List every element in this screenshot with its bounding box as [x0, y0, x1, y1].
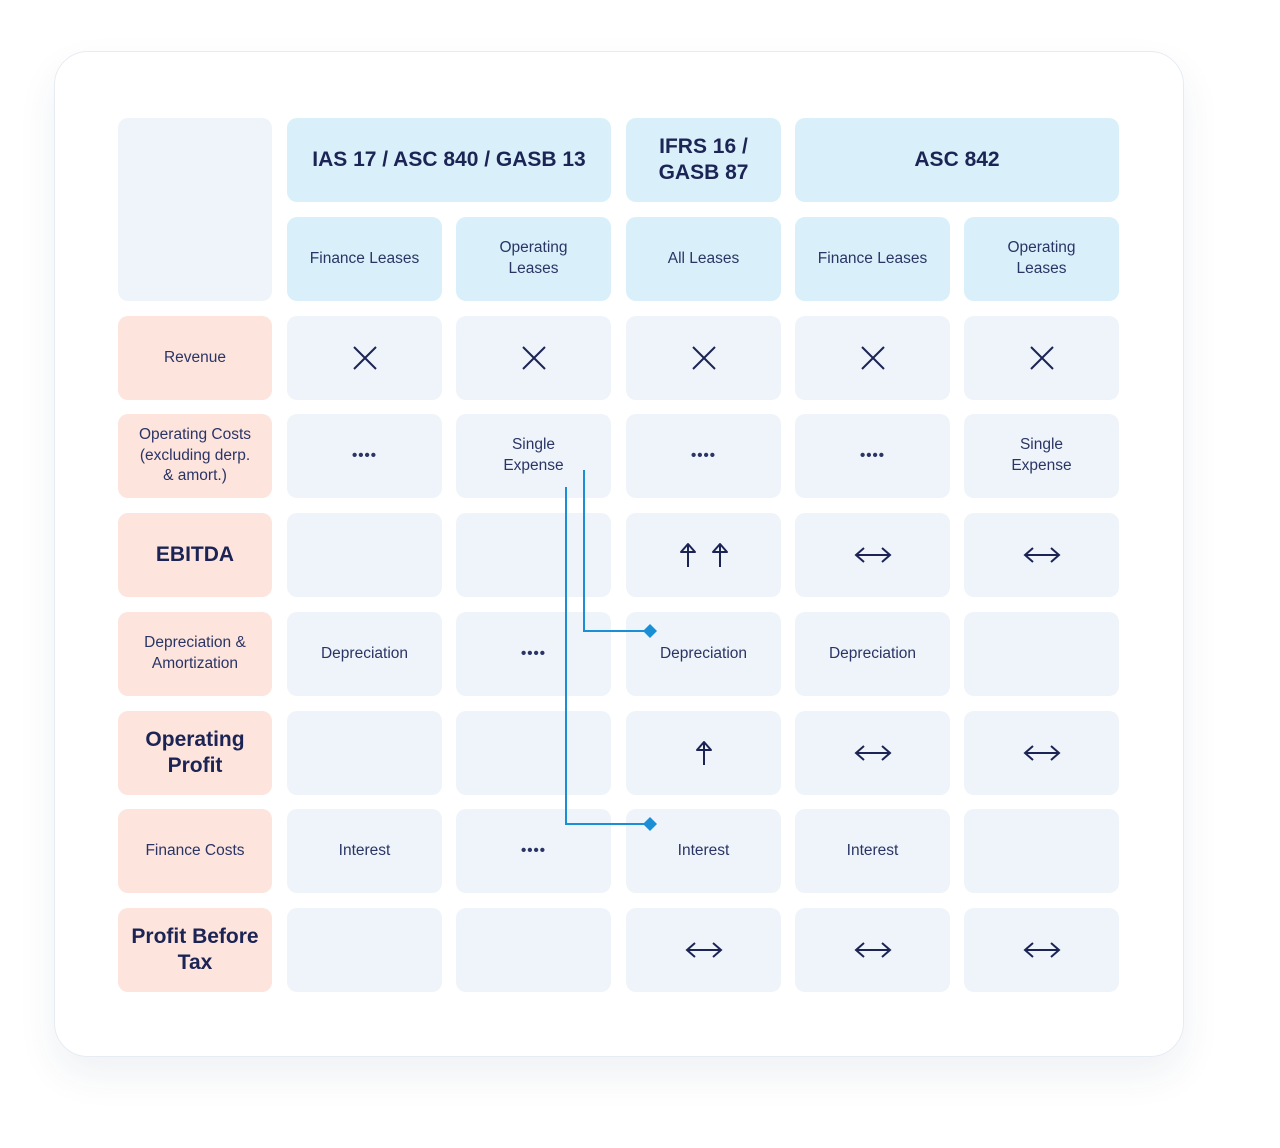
- column-sub-header-label: All Leases: [667, 249, 740, 267]
- table-cell: ••••: [456, 809, 611, 893]
- x-mark-icon: [859, 344, 887, 372]
- table-cell: ••••: [795, 414, 950, 498]
- table-cell: [456, 513, 611, 597]
- table-cell: [456, 908, 611, 992]
- cell-text: Interest: [846, 841, 899, 859]
- row-label-text: Revenue: [163, 348, 227, 366]
- column-group-header: IFRS 16 / GASB 87: [626, 118, 781, 202]
- dots-placeholder: ••••: [351, 446, 377, 464]
- column-sub-header-label: Finance Leases: [309, 249, 420, 267]
- table-cell: Interest: [287, 809, 442, 893]
- dots-placeholder: ••••: [520, 644, 546, 662]
- column-group-header-label: ASC 842: [914, 147, 1000, 171]
- table-cell: [795, 513, 950, 597]
- row-label: EBITDA: [118, 513, 272, 597]
- column-sub-header-label: Finance Leases: [817, 249, 928, 267]
- column-sub-header: Operating Leases: [964, 217, 1119, 301]
- left-right-arrow-icon: [684, 941, 723, 959]
- table-cell: [626, 513, 781, 597]
- column-sub-header-label: Operating Leases: [499, 239, 568, 277]
- column-sub-header-label: Operating Leases: [1007, 239, 1076, 277]
- table-cell: [456, 316, 611, 400]
- cell-text: Depreciation: [320, 644, 409, 662]
- table-cell: [287, 711, 442, 795]
- row-label: Operating Costs (excluding derp. & amort…: [118, 414, 272, 498]
- row-label-text: EBITDA: [155, 542, 235, 566]
- table-cell: Depreciation: [795, 612, 950, 696]
- table-cell: [456, 711, 611, 795]
- table-cell: [795, 908, 950, 992]
- x-mark-icon: [1028, 344, 1056, 372]
- table-cell: Single Expense: [964, 414, 1119, 498]
- table-cell: ••••: [626, 414, 781, 498]
- row-label-text: Depreciation & Amortization: [144, 634, 246, 672]
- left-right-arrow-icon: [1022, 941, 1061, 959]
- column-sub-header: All Leases: [626, 217, 781, 301]
- table-cell: [795, 711, 950, 795]
- table-cell: [964, 908, 1119, 992]
- table-cell: Single Expense: [456, 414, 611, 498]
- table-cell: [964, 316, 1119, 400]
- table-cell: Interest: [626, 809, 781, 893]
- left-right-arrow-icon: [1022, 744, 1061, 762]
- table-cell: Interest: [795, 809, 950, 893]
- table-cell: [795, 316, 950, 400]
- corner-cell: [118, 118, 272, 301]
- table-cell: [287, 316, 442, 400]
- column-group-header: ASC 842: [795, 118, 1119, 202]
- table-cell: [287, 908, 442, 992]
- column-sub-header: Finance Leases: [287, 217, 442, 301]
- table-cell: [626, 908, 781, 992]
- double-up-arrow-icon: [679, 542, 729, 568]
- table-cell: [287, 513, 442, 597]
- cell-text: Depreciation: [659, 644, 748, 662]
- table-cell: ••••: [456, 612, 611, 696]
- x-mark-icon: [690, 344, 718, 372]
- table-cell: [626, 711, 781, 795]
- dots-placeholder: ••••: [520, 841, 546, 859]
- left-right-arrow-icon: [853, 546, 892, 564]
- table-cell: [964, 612, 1119, 696]
- left-right-arrow-icon: [853, 744, 892, 762]
- table-cell: [964, 809, 1119, 893]
- up-arrow-icon: [695, 740, 713, 766]
- x-mark-icon: [520, 344, 548, 372]
- row-label: Revenue: [118, 316, 272, 400]
- cell-text: Interest: [677, 841, 730, 859]
- row-label: Profit Before Tax: [118, 908, 272, 992]
- table-cell: [626, 316, 781, 400]
- dots-placeholder: ••••: [859, 446, 885, 464]
- table-cell: ••••: [287, 414, 442, 498]
- row-label-text: Profit Before Tax: [131, 924, 259, 974]
- column-sub-header: Finance Leases: [795, 217, 950, 301]
- row-label-text: Operating Profit: [145, 727, 245, 777]
- row-label: Depreciation & Amortization: [118, 612, 272, 696]
- column-group-header-label: IAS 17 / ASC 840 / GASB 13: [312, 147, 586, 171]
- cell-text: Interest: [338, 841, 391, 859]
- column-sub-header: Operating Leases: [456, 217, 611, 301]
- cell-text: Single Expense: [1011, 436, 1072, 474]
- table-cell: [964, 513, 1119, 597]
- x-mark-icon: [351, 344, 379, 372]
- left-right-arrow-icon: [1022, 546, 1061, 564]
- cell-text: Single Expense: [503, 436, 564, 474]
- table-cell: Depreciation: [626, 612, 781, 696]
- column-group-header-label: IFRS 16 / GASB 87: [658, 134, 749, 184]
- row-label-text: Finance Costs: [145, 841, 245, 859]
- row-label: Operating Profit: [118, 711, 272, 795]
- table-cell: Depreciation: [287, 612, 442, 696]
- row-label: Finance Costs: [118, 809, 272, 893]
- dots-placeholder: ••••: [690, 446, 716, 464]
- left-right-arrow-icon: [853, 941, 892, 959]
- table-cell: [964, 711, 1119, 795]
- column-group-header: IAS 17 / ASC 840 / GASB 13: [287, 118, 611, 202]
- cell-text: Depreciation: [828, 644, 917, 662]
- row-label-text: Operating Costs (excluding derp. & amort…: [139, 425, 251, 485]
